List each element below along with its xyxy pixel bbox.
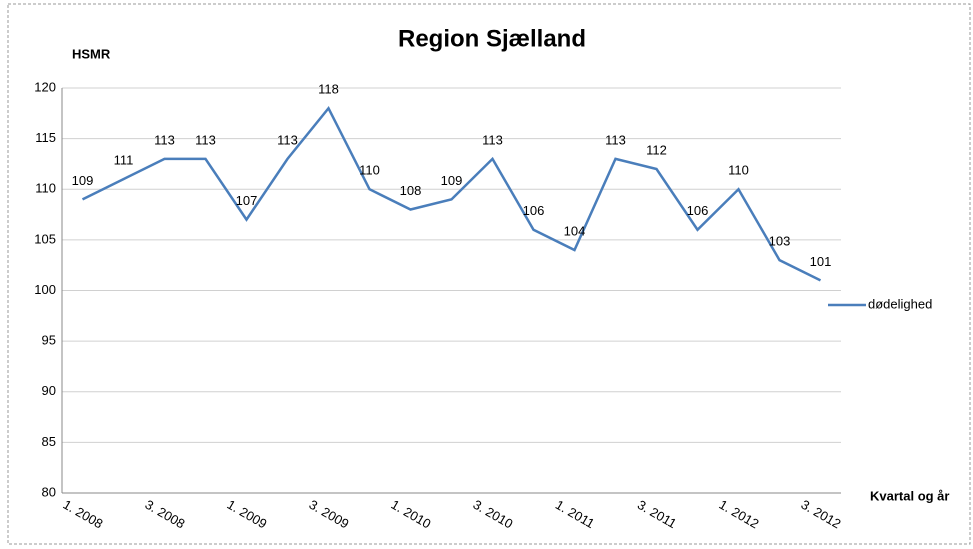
data-label: 113: [195, 132, 216, 147]
data-label: 110: [359, 163, 380, 178]
data-label: 110: [728, 163, 749, 178]
x-tick-label: 3. 2010: [470, 497, 515, 532]
x-tick-label: 3. 2012: [798, 497, 843, 532]
data-label: 118: [318, 82, 339, 97]
data-label: 113: [277, 132, 298, 147]
y-tick-label: 90: [42, 383, 56, 398]
line-series: [81, 105, 822, 282]
y-tick-label: 115: [35, 130, 56, 145]
x-tick-label: 1. 2008: [60, 497, 105, 532]
data-label: 113: [154, 132, 175, 147]
data-label: 113: [482, 132, 503, 147]
chart-title: Region Sjælland: [398, 25, 586, 52]
x-tick-label: 1. 2010: [388, 497, 433, 532]
y-tick-label: 95: [42, 333, 56, 348]
y-axis-label: HSMR: [72, 46, 111, 61]
x-tick-label: 3. 2009: [306, 497, 351, 532]
y-tick-label: 120: [34, 79, 56, 94]
x-tick-label: 3. 2011: [635, 497, 679, 531]
data-label: 106: [687, 203, 709, 218]
data-label: 109: [441, 173, 463, 188]
chart-border: [7, 3, 971, 545]
data-label: 112: [646, 142, 667, 157]
data-label: 104: [564, 223, 586, 238]
data-label: 106: [523, 203, 545, 218]
x-tick-label: 3. 2008: [142, 497, 187, 532]
data-label: 103: [769, 234, 791, 249]
data-label: 108: [400, 183, 422, 198]
x-tick-label: 1. 2012: [716, 497, 761, 532]
y-tick-label: 110: [35, 181, 56, 196]
y-tick-label: 80: [42, 484, 56, 499]
y-tick-label: 105: [34, 231, 56, 246]
y-tick-label: 85: [42, 434, 56, 449]
x-tick-label: 1. 2011: [553, 497, 597, 531]
legend-label: dødelighed: [868, 296, 932, 311]
data-label: 111: [114, 153, 134, 168]
x-tick-label: 1. 2009: [224, 497, 269, 532]
data-label: 101: [810, 254, 832, 269]
y-tick-label: 100: [34, 282, 56, 297]
x-axis-label: Kvartal og år: [870, 488, 949, 503]
data-label: 107: [236, 193, 258, 208]
data-label: 109: [72, 173, 94, 188]
data-label: 113: [605, 132, 626, 147]
